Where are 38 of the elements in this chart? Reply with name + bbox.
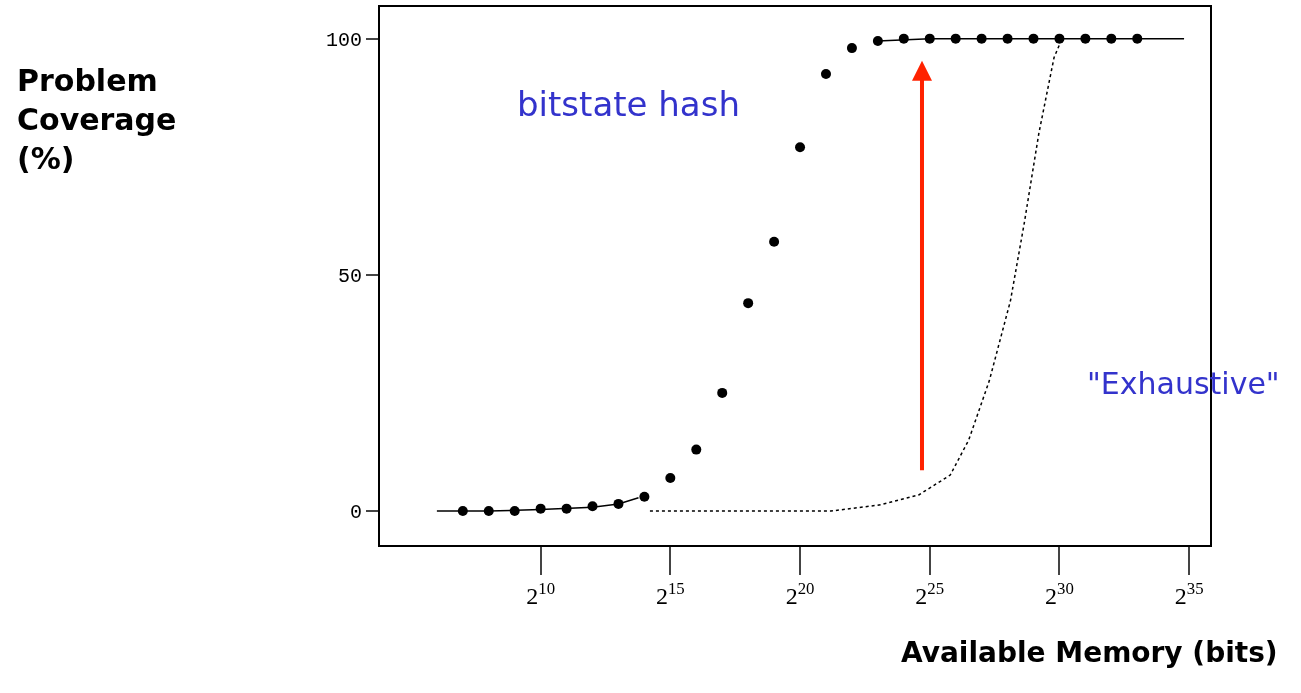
- y-axis-title: Problem Coverage (%): [17, 63, 177, 176]
- point: [665, 472, 676, 483]
- y-tick-label: 0: [349, 500, 362, 524]
- point: [846, 43, 857, 54]
- point: [561, 503, 572, 514]
- point: [950, 33, 961, 44]
- x-tick-label: 2$^{10}$: [526, 578, 556, 609]
- point: [587, 501, 598, 512]
- point: [1132, 33, 1143, 44]
- point: [1002, 33, 1013, 44]
- point: [769, 236, 780, 247]
- point: [976, 33, 987, 44]
- point: [872, 36, 883, 47]
- point: [820, 69, 831, 80]
- point: [898, 33, 909, 44]
- x-tick-label: 2$^{30}$: [1045, 578, 1074, 609]
- point: [743, 298, 754, 309]
- point: [483, 505, 494, 516]
- x-tick-label: 2$^{35}$: [1174, 578, 1204, 609]
- point: [1028, 33, 1039, 44]
- x-tick-label: 2$^{25}$: [915, 578, 945, 609]
- point: [1080, 33, 1091, 44]
- point: [509, 505, 520, 516]
- point: [691, 444, 702, 455]
- point: [613, 498, 624, 509]
- point: [457, 505, 468, 516]
- point: [535, 503, 546, 514]
- x-tick-label: 2$^{20}$: [785, 578, 815, 609]
- point: [924, 33, 935, 44]
- point: [1106, 33, 1117, 44]
- x-axis-title: Available Memory (bits): [901, 636, 1278, 669]
- annotation: bitstate hash: [517, 84, 740, 124]
- y-tick-label: 50: [337, 264, 362, 288]
- x-tick-label: 2$^{15}$: [655, 578, 685, 609]
- y-tick-label: 100: [325, 28, 362, 52]
- point: [717, 387, 728, 398]
- point: [639, 491, 650, 502]
- point: [795, 142, 806, 153]
